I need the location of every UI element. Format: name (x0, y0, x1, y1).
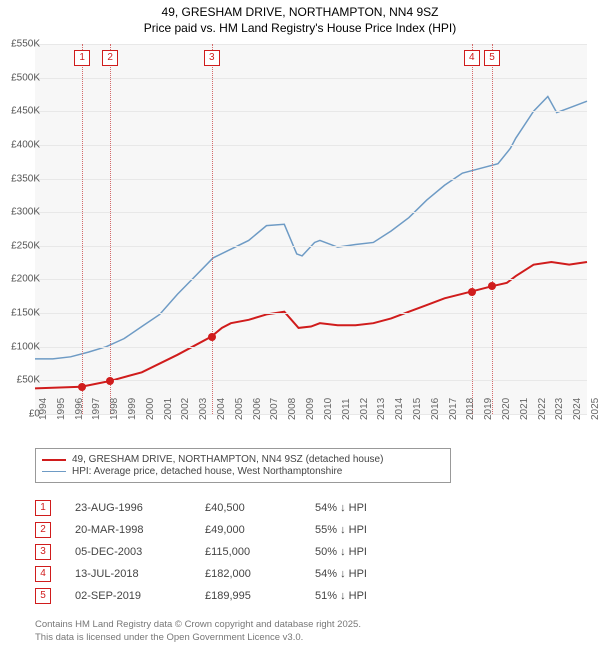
y-tick-label: £0 (6, 409, 40, 420)
x-tick-label: 2004 (216, 398, 227, 420)
sale-dot-4 (468, 288, 476, 296)
legend-label: 49, GRESHAM DRIVE, NORTHAMPTON, NN4 9SZ … (72, 454, 383, 465)
sale-row-price: £182,000 (205, 568, 315, 580)
sale-row: 5 02-SEP-2019£189,99551% ↓ HPI (35, 588, 435, 604)
sale-row-marker: 3 (35, 544, 51, 560)
x-tick-label: 1996 (74, 398, 85, 420)
sale-row-marker: 5 (35, 588, 51, 604)
x-tick-label: 2008 (287, 398, 298, 420)
x-tick-label: 1999 (127, 398, 138, 420)
x-tick-label: 1997 (91, 398, 102, 420)
sale-marker-5: 5 (484, 50, 500, 66)
sale-row-date: 13-JUL-2018 (75, 568, 205, 580)
x-tick-label: 2011 (341, 398, 352, 420)
y-tick-label: £500K (6, 72, 40, 83)
y-tick-label: £150K (6, 308, 40, 319)
sale-row-price: £40,500 (205, 502, 315, 514)
x-tick-label: 2025 (590, 398, 600, 420)
sale-row: 4 13-JUL-2018£182,00054% ↓ HPI (35, 566, 435, 582)
sale-row-diff: 54% ↓ HPI (315, 568, 435, 580)
x-tick-label: 2016 (430, 398, 441, 420)
sale-row: 2 20-MAR-1998£49,00055% ↓ HPI (35, 522, 435, 538)
x-tick-label: 2005 (234, 398, 245, 420)
title-line-1: 49, GRESHAM DRIVE, NORTHAMPTON, NN4 9SZ (0, 4, 600, 20)
y-tick-label: £400K (6, 139, 40, 150)
x-tick-label: 2009 (305, 398, 316, 420)
sale-row-price: £189,995 (205, 590, 315, 602)
y-tick-label: £550K (6, 39, 40, 50)
x-tick-label: 2006 (252, 398, 263, 420)
x-tick-label: 2019 (483, 398, 494, 420)
sale-marker-4: 4 (464, 50, 480, 66)
sale-row-price: £49,000 (205, 524, 315, 536)
y-tick-label: £350K (6, 173, 40, 184)
footer-attribution: Contains HM Land Registry data © Crown c… (35, 619, 361, 644)
sale-row-date: 02-SEP-2019 (75, 590, 205, 602)
sale-dot-5 (488, 282, 496, 290)
x-tick-label: 2002 (180, 398, 191, 420)
x-tick-label: 2017 (448, 398, 459, 420)
sale-row-diff: 50% ↓ HPI (315, 546, 435, 558)
x-tick-label: 2010 (323, 398, 334, 420)
sale-row-diff: 54% ↓ HPI (315, 502, 435, 514)
x-tick-label: 2020 (501, 398, 512, 420)
sale-marker-2: 2 (102, 50, 118, 66)
sale-row-date: 23-AUG-1996 (75, 502, 205, 514)
y-tick-label: £200K (6, 274, 40, 285)
sale-row-diff: 55% ↓ HPI (315, 524, 435, 536)
x-tick-label: 2003 (198, 398, 209, 420)
x-tick-label: 2024 (572, 398, 583, 420)
x-tick-label: 2000 (145, 398, 156, 420)
x-tick-label: 2018 (465, 398, 476, 420)
y-tick-label: £100K (6, 341, 40, 352)
sale-row-marker: 1 (35, 500, 51, 516)
sale-marker-1: 1 (74, 50, 90, 66)
sale-row-marker: 4 (35, 566, 51, 582)
footer-line-2: This data is licensed under the Open Gov… (35, 632, 361, 644)
x-tick-label: 2014 (394, 398, 405, 420)
x-tick-label: 2022 (537, 398, 548, 420)
sale-row-marker: 2 (35, 522, 51, 538)
y-tick-label: £250K (6, 240, 40, 251)
sale-row-diff: 51% ↓ HPI (315, 590, 435, 602)
y-tick-label: £50K (6, 375, 40, 386)
x-tick-label: 1994 (38, 398, 49, 420)
legend: 49, GRESHAM DRIVE, NORTHAMPTON, NN4 9SZ … (35, 448, 451, 483)
series-price_paid (35, 262, 587, 388)
y-tick-label: £450K (6, 106, 40, 117)
sale-dot-1 (78, 383, 86, 391)
sale-row: 3 05-DEC-2003£115,00050% ↓ HPI (35, 544, 435, 560)
x-tick-label: 2015 (412, 398, 423, 420)
series-hpi (35, 96, 587, 358)
sale-row-date: 20-MAR-1998 (75, 524, 205, 536)
chart-plot-area: 12 3 45 (35, 44, 587, 414)
chart-svg (35, 44, 587, 414)
x-tick-label: 2007 (269, 398, 280, 420)
footer-line-1: Contains HM Land Registry data © Crown c… (35, 619, 361, 631)
legend-item: HPI: Average price, detached house, West… (42, 466, 444, 477)
y-tick-label: £300K (6, 207, 40, 218)
sales-table: 123-AUG-1996£40,50054% ↓ HPI220-MAR-1998… (35, 494, 435, 610)
sale-row-date: 05-DEC-2003 (75, 546, 205, 558)
chart-title: 49, GRESHAM DRIVE, NORTHAMPTON, NN4 9SZ … (0, 0, 600, 36)
x-tick-label: 2023 (554, 398, 565, 420)
legend-item: 49, GRESHAM DRIVE, NORTHAMPTON, NN4 9SZ … (42, 454, 444, 465)
sale-row-price: £115,000 (205, 546, 315, 558)
x-tick-label: 2013 (376, 398, 387, 420)
title-line-2: Price paid vs. HM Land Registry's House … (0, 20, 600, 36)
legend-label: HPI: Average price, detached house, West… (72, 466, 342, 477)
sale-dot-3 (208, 333, 216, 341)
sale-dot-2 (106, 377, 114, 385)
sale-row: 1 23-AUG-1996£40,50054% ↓ HPI (35, 500, 435, 516)
x-tick-label: 2012 (359, 398, 370, 420)
sale-marker-3: 3 (204, 50, 220, 66)
x-tick-label: 2001 (163, 398, 174, 420)
x-tick-label: 1998 (109, 398, 120, 420)
x-tick-label: 2021 (519, 398, 530, 420)
x-tick-label: 1995 (56, 398, 67, 420)
